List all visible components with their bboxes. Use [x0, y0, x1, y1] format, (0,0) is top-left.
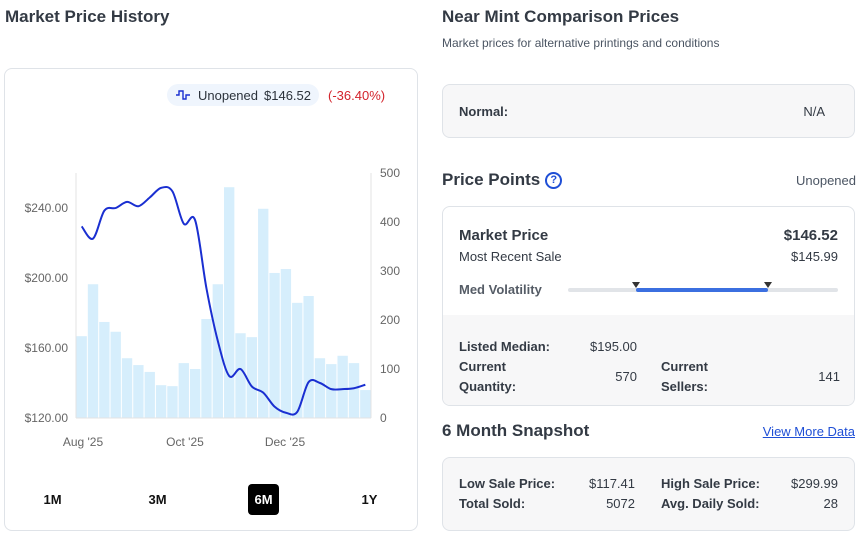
recent-sale-value: $145.99 [791, 249, 838, 264]
total-sold-label: Total Sold: [459, 496, 526, 511]
high-sale-value: $299.99 [791, 476, 838, 491]
volatility-range-fill [635, 288, 768, 292]
range-1y-button[interactable]: 1Y [361, 492, 378, 507]
volume-bar [144, 371, 155, 418]
x-axis-tick-label: Oct '25 [166, 435, 204, 449]
current-sellers-label-1: Current [661, 359, 708, 374]
price-line [80, 185, 366, 416]
recent-sale-label: Most Recent Sale [459, 249, 562, 264]
price-points-title: Price Points [442, 170, 541, 189]
right-axis-tick-label: 200 [380, 313, 400, 327]
volume-bar [155, 385, 167, 418]
current-quantity-label-2: Quantity: [459, 379, 517, 394]
volatility-track [568, 282, 838, 292]
total-sold-value: 5072 [606, 496, 635, 511]
volume-bar [303, 295, 314, 418]
x-axis-tick-label: Dec '25 [265, 435, 306, 449]
right-axis-tick-label: 400 [380, 215, 400, 229]
market-price-history-section: Market Price History Unopened $146.52 (-… [0, 0, 425, 533]
legend-pill[interactable]: Unopened $146.52 [167, 84, 319, 106]
avg-daily-label: Avg. Daily Sold: [661, 496, 760, 511]
high-sale-label: High Sale Price: [661, 476, 760, 491]
view-more-data-link[interactable]: View More Data [762, 424, 855, 439]
market-price-history-title: Market Price History [5, 7, 170, 26]
legend-price: $146.52 [264, 87, 311, 103]
volume-bar [133, 365, 144, 418]
volume-bar [167, 386, 178, 418]
help-circle-icon[interactable]: ? [545, 171, 563, 189]
current-quantity-label-1: Current [459, 359, 506, 374]
normal-label: Normal: [459, 104, 509, 119]
volume-bar [258, 208, 269, 418]
left-axis-tick-label: $160.00 [25, 341, 69, 355]
x-axis-tick-label: Aug '25 [63, 435, 104, 449]
volume-bar [87, 284, 99, 418]
price-points-condition: Unopened [796, 173, 856, 188]
range-3m-button[interactable]: 3M [148, 492, 167, 507]
volume-bar [201, 319, 212, 418]
volume-bar [314, 358, 326, 418]
volume-bar [246, 337, 258, 418]
price-points-heading: Price Points ? [442, 170, 563, 190]
volume-bar [326, 364, 337, 418]
left-axis-tick-label: $120.00 [25, 411, 69, 425]
volume-bar [280, 269, 292, 418]
volume-bar [348, 363, 360, 418]
listed-median-value: $195.00 [590, 339, 637, 354]
volume-bar [178, 363, 189, 418]
range-1m-button[interactable]: 1M [43, 492, 62, 507]
volatility-label: Med Volatility [459, 282, 542, 297]
volatility-high-marker [763, 282, 772, 288]
snapshot-title: 6 Month Snapshot [442, 421, 590, 440]
comparison-subtitle: Market prices for alternative printings … [442, 36, 720, 50]
volume-bar [76, 336, 87, 418]
volume-bar [212, 284, 223, 418]
volume-bar [235, 333, 246, 418]
comparison-title: Near Mint Comparison Prices [442, 7, 680, 26]
price-points-card: Market Price $146.52 Most Recent Sale $1… [442, 206, 855, 406]
price-line-icon [176, 90, 190, 100]
right-axis-tick-label: 0 [380, 411, 387, 425]
volume-bar [360, 390, 371, 418]
right-axis-tick-label: 500 [380, 166, 400, 180]
listed-median-label: Listed Median: [459, 339, 551, 354]
volume-bar [337, 355, 348, 418]
market-price-value: $146.52 [783, 227, 838, 244]
current-sellers-label-2: Sellers: [661, 379, 708, 394]
right-axis-tick-label: 300 [380, 264, 400, 278]
right-panel: Near Mint Comparison Prices Market price… [442, 0, 856, 533]
low-sale-value: $117.41 [588, 476, 635, 491]
left-axis-tick-label: $240.00 [25, 201, 69, 215]
comparison-row-normal: Normal: N/A [442, 84, 855, 138]
volume-bar [292, 302, 303, 418]
volume-bar [110, 331, 121, 418]
normal-value: N/A [803, 104, 825, 119]
range-6m-button[interactable]: 6M [248, 484, 279, 515]
current-quantity-value: 570 [615, 369, 637, 384]
market-price-label: Market Price [459, 227, 549, 244]
left-axis-tick-label: $200.00 [25, 271, 69, 285]
legend-condition: Unopened [198, 87, 258, 103]
chart-legend: Unopened $146.52 (-36.40%) [167, 84, 385, 106]
snapshot-card: Low Sale Price: $117.41 High Sale Price:… [442, 457, 855, 531]
volume-bar [224, 187, 235, 418]
price-volume-chart: $120.00 $160.00 $200.00 $240.00 0 100 200 300 40… [25, 166, 401, 449]
volatility-low-marker [631, 282, 640, 288]
range-selector: 1M 3M 6M 1Y [5, 481, 419, 517]
low-sale-label: Low Sale Price: [459, 476, 556, 491]
volume-bar [99, 321, 110, 418]
current-sellers-value: 141 [818, 369, 840, 384]
price-points-footer: Listed Median: $195.00 Current Quantity:… [443, 315, 854, 405]
chart-card: Unopened $146.52 (-36.40%) $120.00 $160.0… [4, 68, 418, 531]
volume-bar [121, 358, 133, 418]
right-axis-tick-label: 100 [380, 362, 400, 376]
volume-bar [189, 369, 201, 418]
volume-bar [269, 272, 280, 418]
avg-daily-value: 28 [823, 496, 838, 511]
legend-change: (-36.40%) [328, 87, 386, 103]
